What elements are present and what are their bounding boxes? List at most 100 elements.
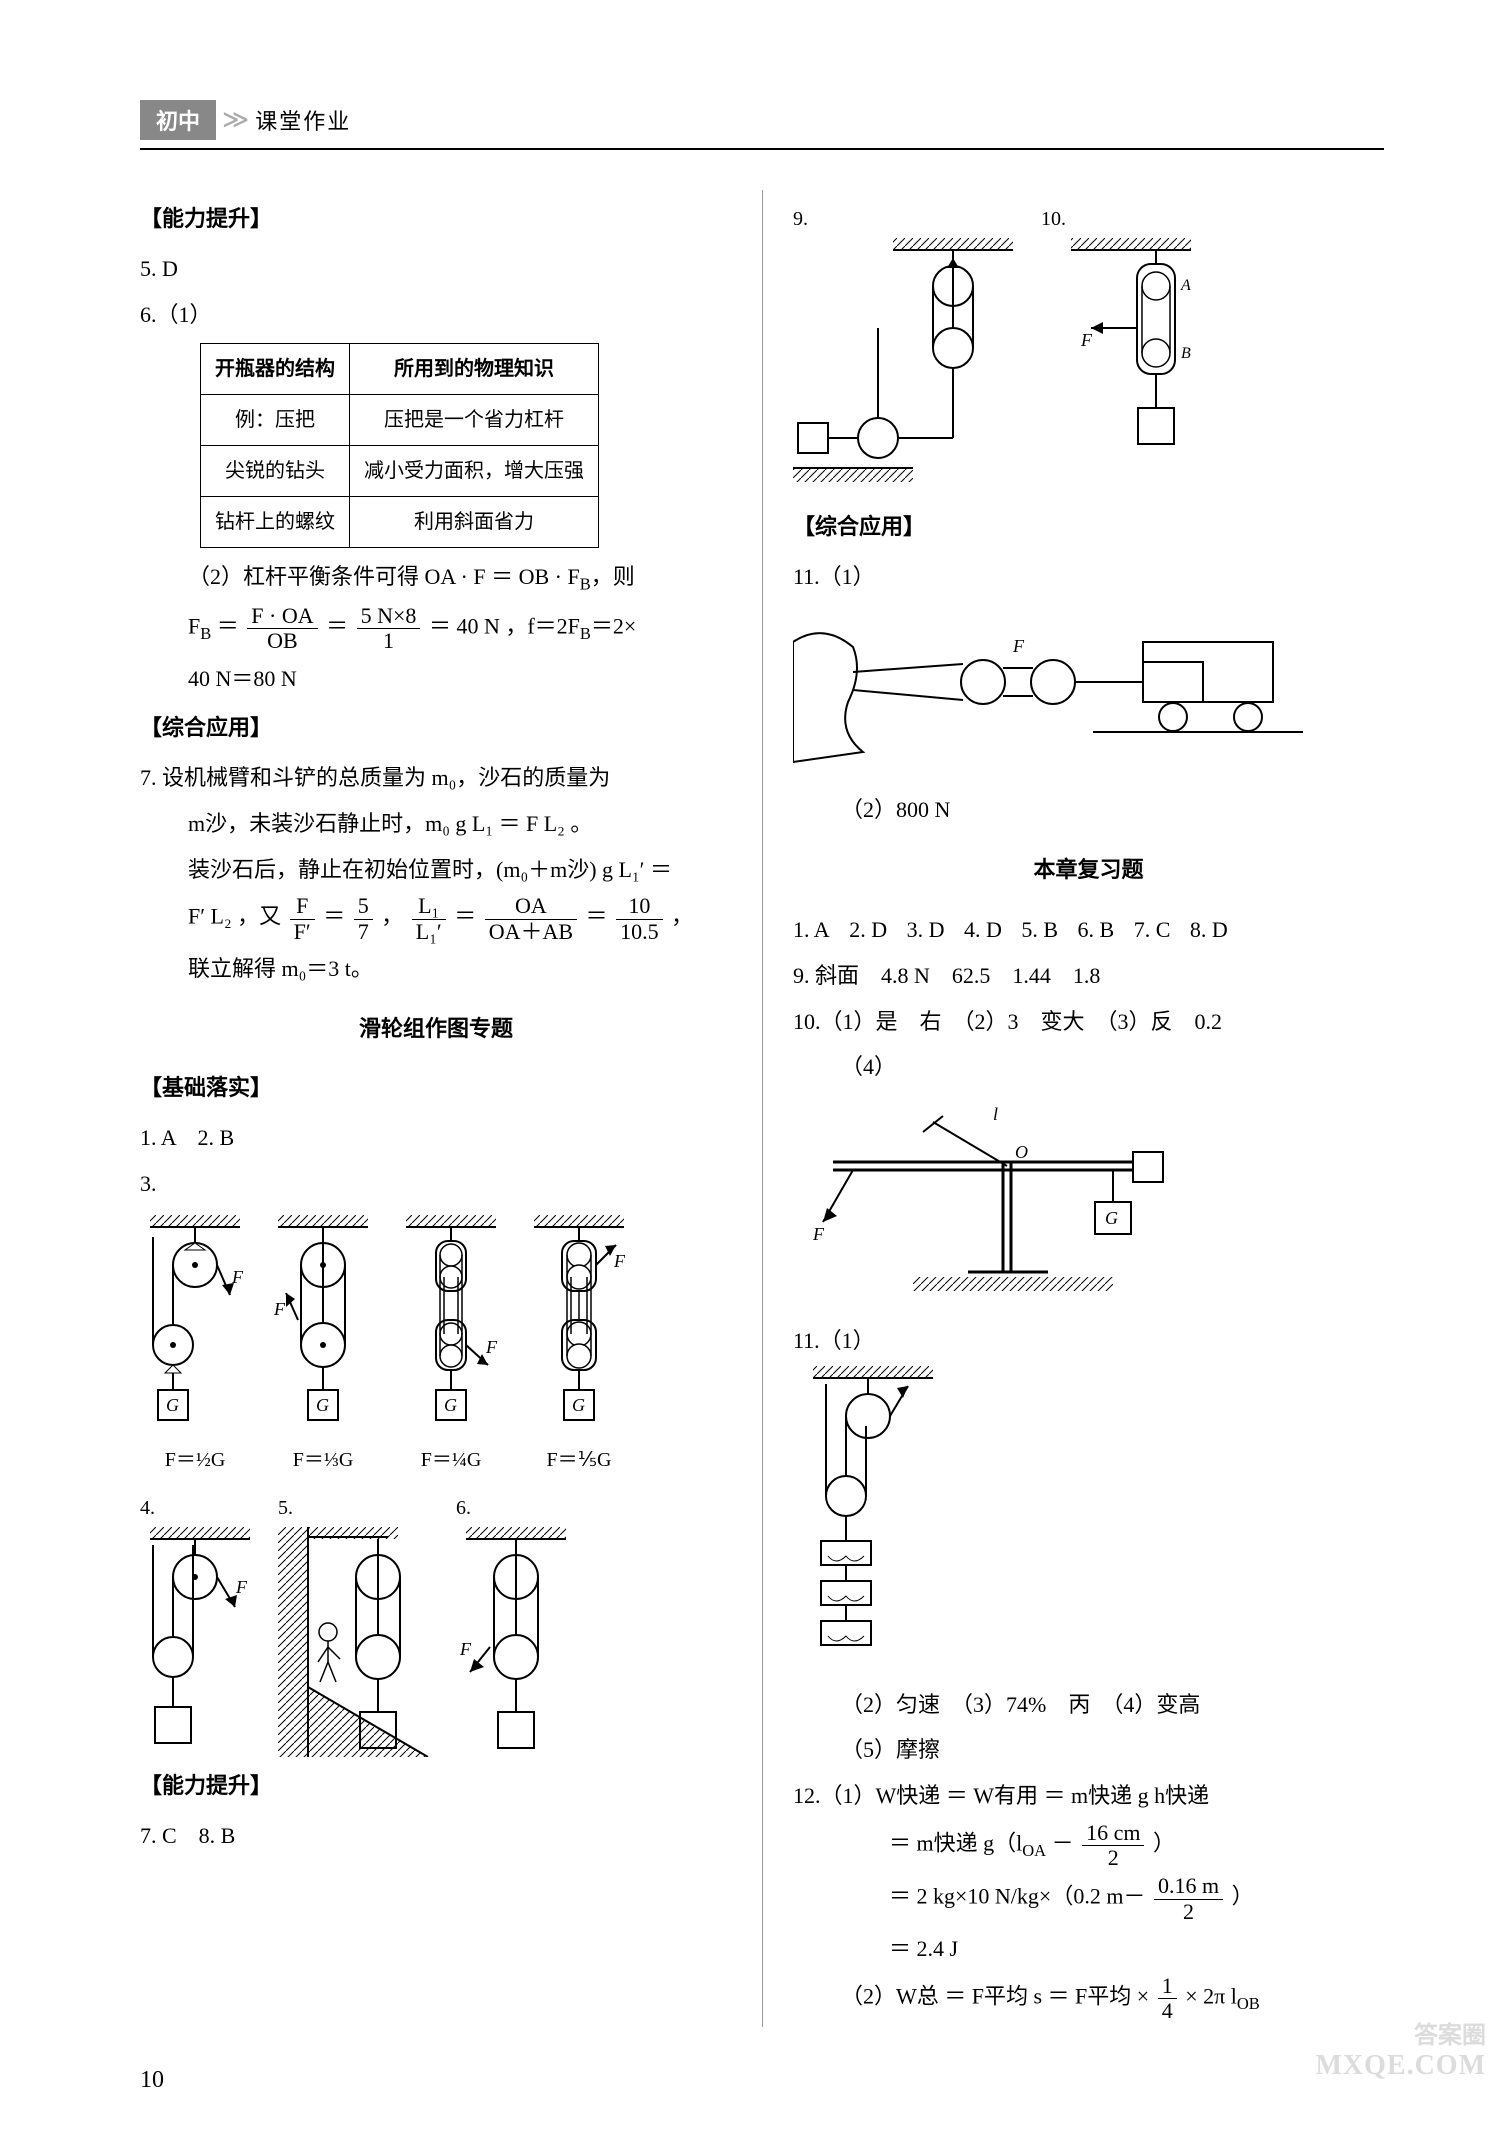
fraction: 16 cm2: [1082, 1821, 1144, 1870]
q12-line-c: ＝ 2 kg×10 N/kg×（0.2 m－ 0.16 m2 ）: [793, 1874, 1384, 1923]
fraction: 5 N×81: [357, 604, 421, 653]
svg-text:F: F: [231, 1267, 244, 1287]
text: ，: [671, 904, 693, 929]
q7-line-e: 联立解得 m₀＝3 t。: [140, 948, 732, 990]
fraction: 1010.5: [616, 894, 663, 943]
q10-4-label: （4）: [793, 1046, 1384, 1088]
pulley-diagram-4: F G F＝⅕G: [524, 1215, 634, 1479]
section-comprehensive-right: 【综合应用】: [793, 506, 1384, 548]
q12-2: （2）W总 ＝ F平均 s ＝ F平均 × 14 × 2π lOB: [793, 1974, 1384, 2023]
subscript: B: [580, 624, 591, 643]
table-cell: 压把是一个省力杠杆: [350, 395, 599, 446]
pulley-diagram-1: F G F＝½G: [140, 1215, 250, 1479]
table-header: 所用到的物理知识: [350, 344, 599, 395]
header-title: 课堂作业: [255, 104, 351, 136]
answer: 8. D: [1190, 917, 1228, 942]
q12-line-b: ＝ m快递 g（lOA － 16 cm2 ）: [793, 1821, 1384, 1870]
q6-label: 6.（1）: [140, 294, 732, 336]
svg-text:F: F: [613, 1251, 626, 1271]
q11b-2: （2）匀速 （3）74% 丙 （4）变高: [793, 1684, 1384, 1726]
pulley-label: F＝⅓G: [268, 1441, 378, 1479]
fraction: L₁L₁′: [412, 894, 446, 943]
label: 4.: [140, 1489, 260, 1527]
answer: 1. A: [793, 917, 830, 942]
svg-text:F: F: [1012, 636, 1025, 656]
q6-2-text: （2）杠杆平衡条件可得 OA · F ＝ OB · FB，则: [140, 556, 732, 600]
q6-equation-line2: 40 N＝80 N: [140, 658, 732, 700]
fraction: 57: [354, 894, 373, 943]
q11b-5: （5）摩擦: [793, 1729, 1384, 1771]
fraction: FF′: [290, 894, 315, 943]
text: （2）杠杆平衡条件可得 OA · F ＝ OB · F: [188, 564, 580, 589]
q11-diagram: F: [793, 602, 1384, 786]
section-comprehensive: 【综合应用】: [140, 707, 732, 749]
pulley-label: F＝⅕G: [524, 1441, 634, 1479]
two-columns: 【能力提升】 5. D 6.（1） 开瓶器的结构 所用到的物理知识 例：压把 压…: [140, 190, 1384, 2027]
q11b-label: 11.（1）: [793, 1320, 1384, 1362]
q10-text: 10.（1）是 右 （2）3 变大 （3）反 0.2: [793, 1001, 1384, 1043]
answer-5: 5. D: [140, 248, 732, 290]
pulley-diagram-6: 5.: [278, 1489, 438, 1757]
pulley-diagram-row-1: F G F＝½G: [140, 1215, 732, 1479]
answers-1-2: 1. A 2. B: [140, 1117, 732, 1159]
svg-text:F: F: [459, 1639, 472, 1659]
opener-table: 开瓶器的结构 所用到的物理知识 例：压把 压把是一个省力杠杆 尖锐的钻头 减小受…: [200, 343, 599, 548]
q10-diagram: 10. A B F: [1041, 200, 1211, 498]
fraction: F · OAOB: [247, 604, 317, 653]
answer: 3. D: [907, 917, 945, 942]
text: ，则: [591, 564, 635, 589]
text: ＝ 40 N ，f＝2F: [429, 614, 580, 639]
svg-text:F: F: [812, 1224, 825, 1244]
table-cell: 利用斜面省力: [350, 497, 599, 548]
svg-text:O: O: [1015, 1142, 1028, 1162]
svg-text:F: F: [235, 1577, 248, 1597]
label: 9.: [793, 200, 1023, 238]
var: F: [188, 614, 200, 639]
table-cell: 尖锐的钻头: [201, 446, 350, 497]
pulley-diagram-row-2: 4. F: [140, 1489, 732, 1757]
table-header: 开瓶器的结构: [201, 344, 350, 395]
q12-line-a: 12.（1）W快递 ＝ W有用 ＝ m快递 g h快递: [793, 1775, 1384, 1817]
eq: ＝: [211, 614, 244, 639]
q9-diagram: 9.: [793, 200, 1023, 498]
q7-line-b: m沙，未装沙石静止时，m₀ g L₁ ＝ F L₂ 。: [140, 803, 732, 845]
subscript: B: [580, 575, 591, 594]
answer: 6. B: [1078, 917, 1115, 942]
svg-text:A: A: [1180, 277, 1191, 294]
subscript: OA: [1022, 1841, 1046, 1860]
subscript: OB: [1237, 1994, 1260, 2013]
fraction: 0.16 m2: [1154, 1874, 1223, 1923]
chevron-icon: ≫: [222, 105, 249, 135]
answer: 5. B: [1021, 917, 1058, 942]
label: 10.: [1041, 200, 1211, 238]
svg-text:G: G: [1105, 1208, 1118, 1228]
text: × 2π l: [1185, 1983, 1237, 2008]
q9-text: 9. 斜面 4.8 N 62.5 1.44 1.8: [793, 955, 1384, 997]
text: ＝ m快递 g（l: [889, 1831, 1022, 1856]
label: 5.: [278, 1489, 438, 1527]
q11-label: 11.（1）: [793, 556, 1384, 598]
text: ＝2×: [591, 614, 636, 639]
answers-7-8: 7. C 8. B: [140, 1815, 732, 1857]
eq: ＝: [454, 904, 482, 929]
q7-line-d: F′ L₂ ，又 FF′ ＝ 57 ， L₁L₁′ ＝ OAOA＋AB ＝ 10…: [140, 894, 732, 943]
header-tab: 初中: [140, 100, 216, 140]
eq: ＝: [323, 904, 351, 929]
pulley-diagram-5: 4. F: [140, 1489, 260, 1757]
svg-text:G: G: [572, 1395, 585, 1415]
q7-line-a: 7. 设机械臂和斗铲的总质量为 m₀，沙石的质量为: [140, 757, 732, 799]
svg-text:G: G: [166, 1395, 179, 1415]
section-ability: 【能力提升】: [140, 198, 732, 240]
table-cell: 减小受力面积，增大压强: [350, 446, 599, 497]
svg-text:l: l: [993, 1104, 998, 1124]
svg-text:F: F: [273, 1299, 286, 1319]
subscript: B: [200, 624, 211, 643]
eq: ＝: [586, 904, 614, 929]
crane-diagram: O l F G: [793, 1092, 1384, 1316]
right-column: 9.: [762, 190, 1384, 2027]
table-cell: 钻杆上的螺纹: [201, 497, 350, 548]
label: 6.: [456, 1489, 576, 1527]
pulley-diagram-7: 6. F: [456, 1489, 576, 1757]
pulley-diagram-3: F G F＝¼G: [396, 1215, 506, 1479]
svg-text:G: G: [444, 1395, 457, 1415]
